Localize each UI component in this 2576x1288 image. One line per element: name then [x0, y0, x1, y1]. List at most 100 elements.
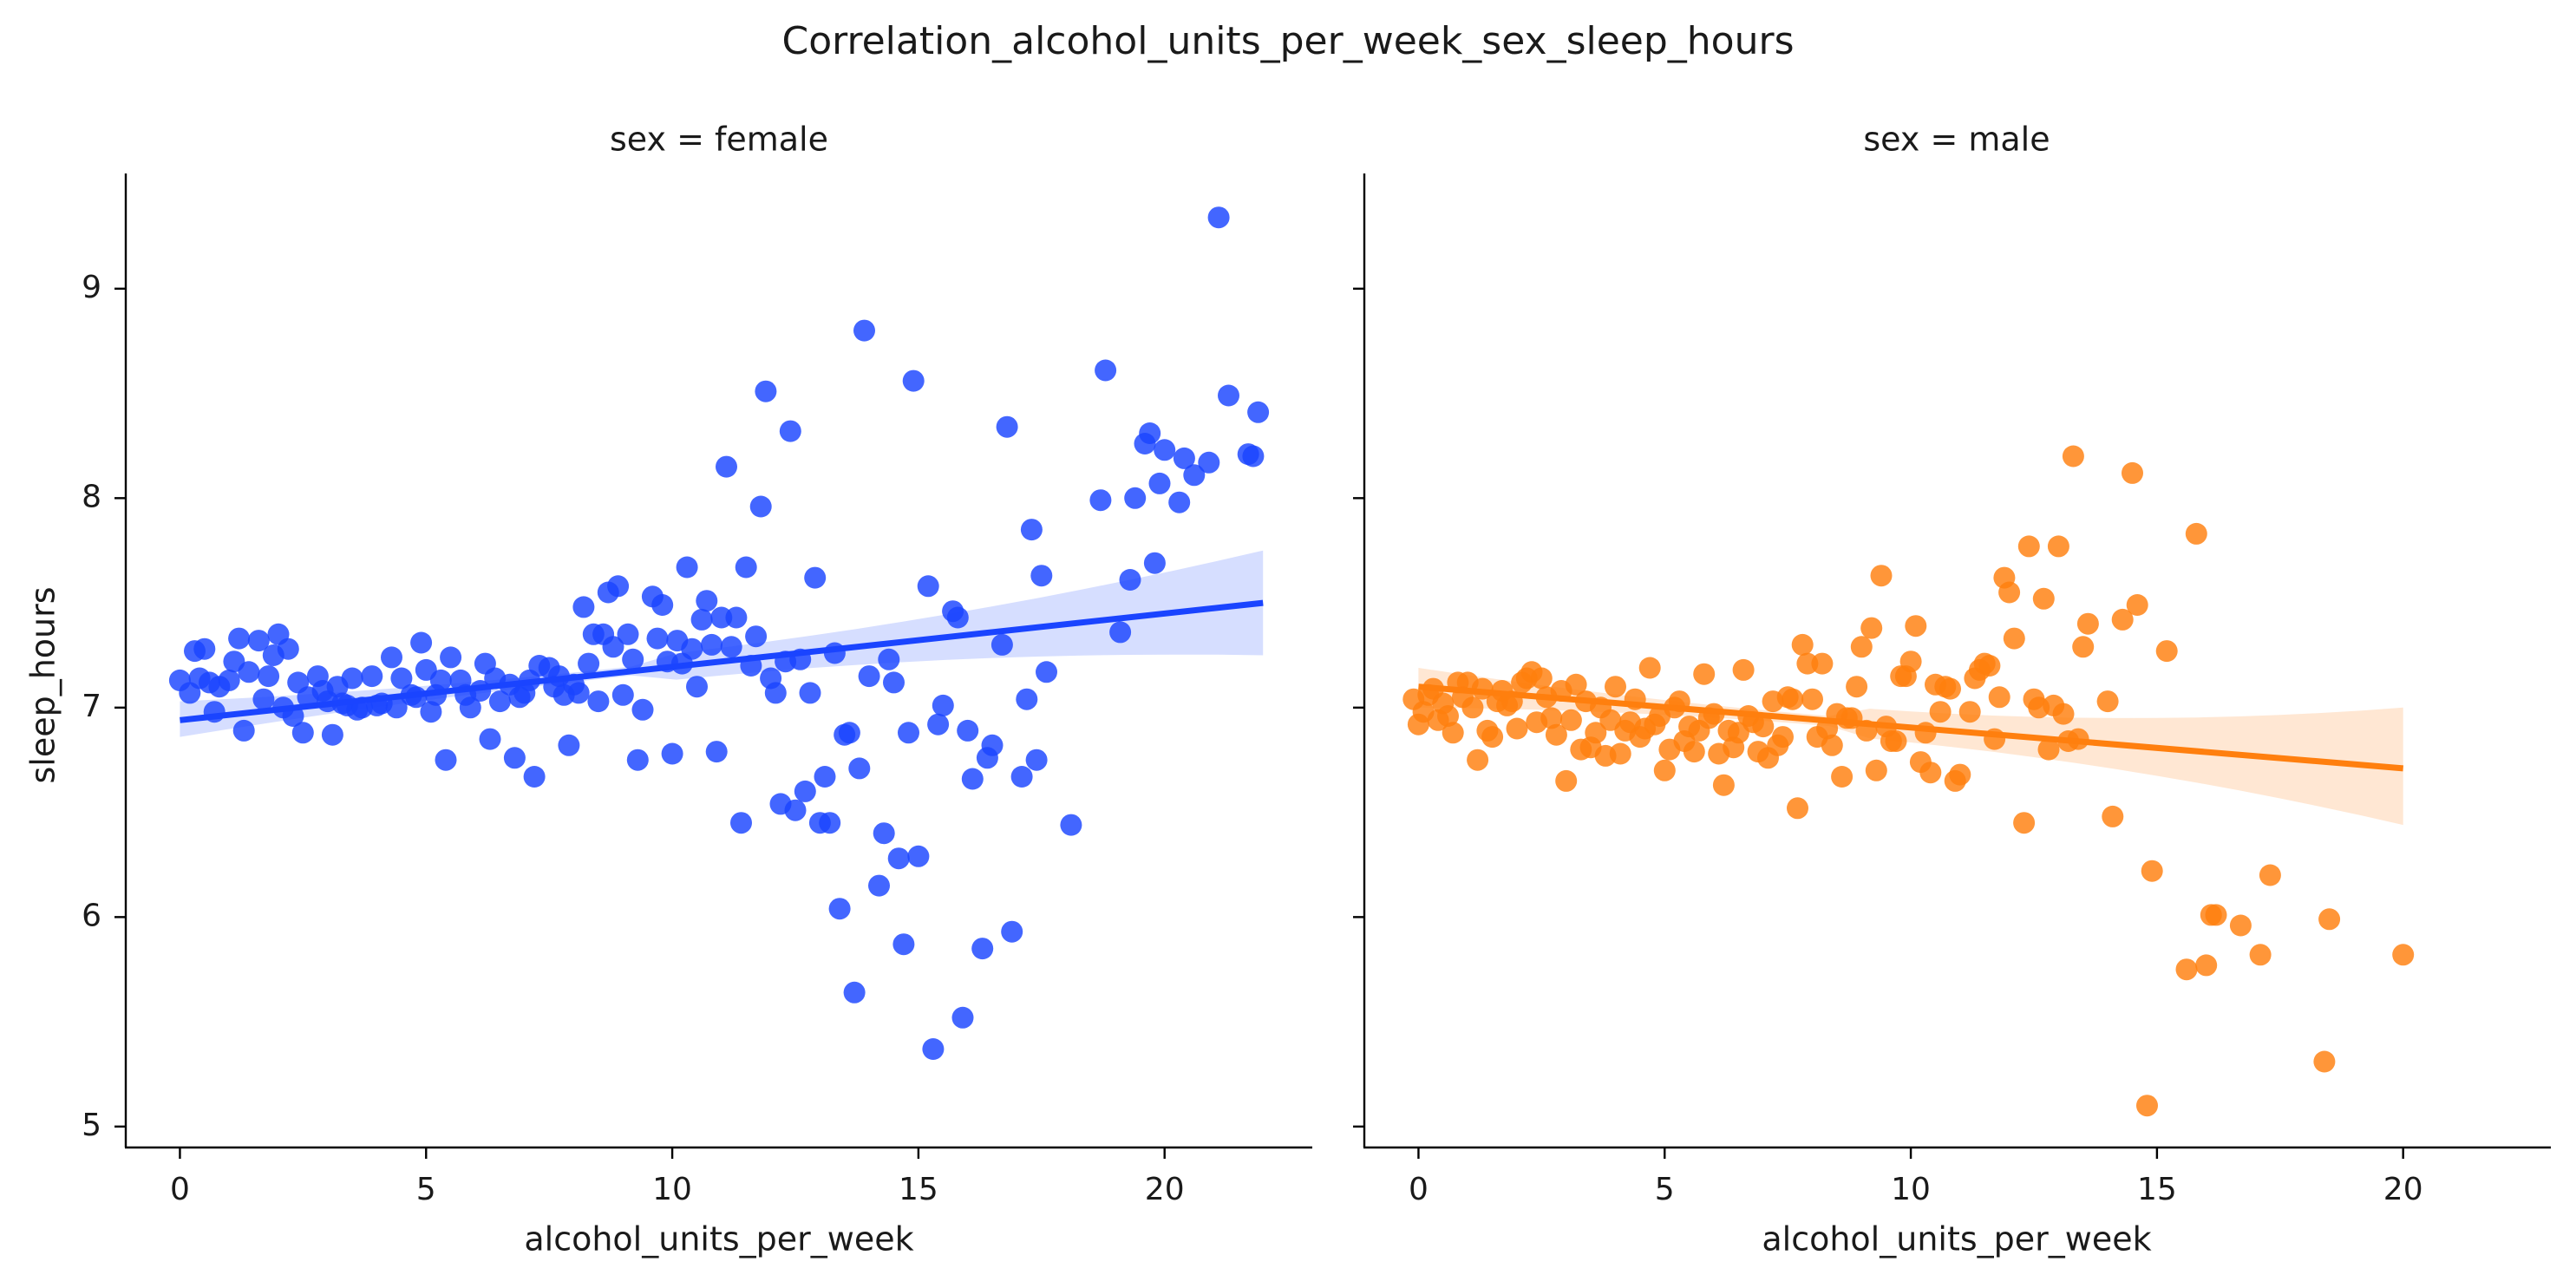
x-tick-label: 10 — [1891, 1172, 1931, 1207]
data-point — [2017, 535, 2040, 558]
data-point — [2037, 738, 2060, 761]
data-point — [429, 669, 452, 691]
data-point — [1173, 447, 1195, 469]
data-point — [2013, 812, 2036, 834]
data-point — [1846, 676, 1868, 698]
x-ticks-female: 0 5 10 15 20 — [170, 1147, 1185, 1207]
data-point — [1683, 741, 1705, 763]
y-tick-label: 7 — [82, 689, 101, 724]
x-tick-label: 20 — [1145, 1172, 1185, 1207]
x-tick-label: 5 — [1655, 1172, 1675, 1207]
y-tick-label: 5 — [82, 1108, 101, 1143]
data-point — [828, 898, 851, 920]
data-point — [1119, 569, 1141, 591]
data-point — [838, 722, 860, 744]
data-point — [479, 728, 501, 750]
data-point — [1016, 688, 1038, 710]
data-point — [1218, 384, 1239, 407]
data-point — [611, 683, 634, 706]
data-point — [1154, 439, 1176, 461]
data-point — [646, 627, 669, 650]
data-point — [730, 812, 752, 834]
data-point — [1530, 667, 1553, 690]
y-ticks-male — [1353, 287, 1364, 1128]
data-point — [1467, 749, 1489, 771]
data-point — [1772, 726, 1794, 749]
data-point — [193, 637, 216, 660]
data-point — [1124, 487, 1147, 509]
data-point — [1791, 633, 1814, 656]
data-point — [1693, 663, 1716, 685]
data-point — [1198, 451, 1220, 474]
data-point — [1958, 701, 1981, 723]
data-point — [1752, 716, 1775, 738]
data-point — [1605, 676, 1626, 698]
data-point — [2102, 805, 2124, 827]
data-point — [1831, 766, 1854, 788]
y-ticks-female: 5 6 7 8 9 — [82, 270, 126, 1143]
data-point — [1939, 677, 1961, 700]
data-point — [2195, 954, 2218, 977]
data-point — [2096, 690, 2119, 713]
data-point — [764, 682, 787, 704]
data-point — [2032, 587, 2055, 610]
data-point — [2076, 612, 2099, 635]
data-point — [291, 722, 314, 744]
data-point — [676, 556, 698, 579]
data-point — [755, 380, 777, 402]
data-point — [651, 594, 674, 616]
data-point — [991, 633, 1013, 656]
data-point — [459, 696, 481, 719]
data-point — [218, 669, 240, 691]
data-point — [2062, 445, 2084, 467]
data-point — [2155, 640, 2178, 663]
data-point — [578, 652, 600, 675]
data-point — [228, 627, 251, 650]
data-point — [1207, 206, 1230, 229]
y-tick-label: 9 — [82, 270, 101, 305]
regression-line — [1418, 683, 2403, 772]
data-point — [779, 420, 801, 442]
data-point — [440, 646, 462, 669]
data-point — [1988, 686, 2010, 709]
data-point — [1782, 688, 1804, 710]
data-point — [2205, 904, 2227, 926]
data-point — [1978, 655, 2001, 677]
data-point — [898, 722, 919, 744]
data-point — [696, 590, 718, 612]
data-point — [971, 938, 994, 960]
data-point — [853, 319, 875, 342]
data-point — [1712, 774, 1735, 796]
data-point — [868, 874, 890, 897]
data-point — [622, 648, 644, 670]
data-point — [1506, 717, 1528, 740]
data-point — [749, 495, 772, 518]
regression-line-female — [180, 599, 1264, 723]
x-tick-label: 0 — [170, 1172, 190, 1207]
data-point — [2249, 944, 2272, 966]
scatter-points-female — [168, 206, 1270, 1060]
data-point — [681, 637, 703, 660]
data-point — [2392, 944, 2415, 966]
data-point — [1095, 359, 1117, 382]
data-point — [2313, 1050, 2336, 1073]
data-point — [784, 799, 807, 821]
data-point — [410, 631, 433, 654]
data-point — [626, 749, 649, 771]
regression-line-male — [1418, 683, 2403, 772]
data-point — [1168, 491, 1191, 513]
data-point — [2052, 703, 2075, 725]
data-point — [2047, 535, 2069, 558]
data-point — [1929, 701, 1952, 723]
data-point — [1865, 759, 1887, 781]
data-point — [902, 369, 925, 392]
y-axis-label: sleep_hours — [24, 586, 62, 783]
data-point — [420, 701, 442, 723]
data-point — [725, 606, 748, 629]
data-point — [951, 1006, 974, 1029]
regression-line — [180, 599, 1264, 723]
data-point — [1885, 730, 1907, 752]
data-point — [1638, 657, 1661, 679]
data-point — [690, 608, 713, 631]
data-point — [1148, 472, 1171, 494]
